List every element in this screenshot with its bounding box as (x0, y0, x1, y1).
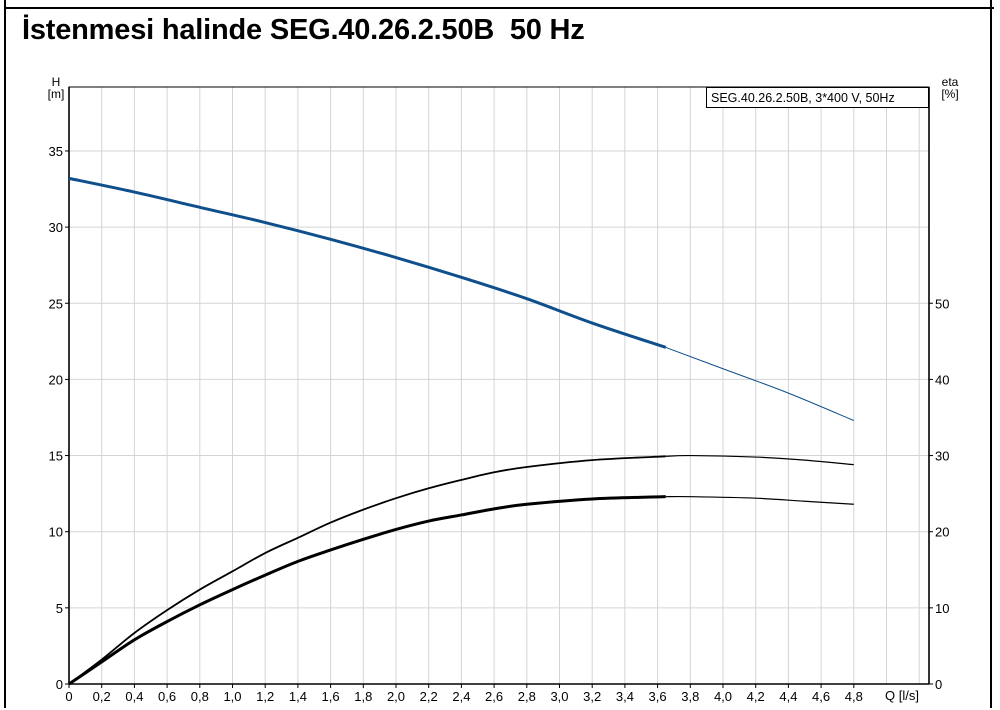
x-tick-label: 3,8 (681, 689, 699, 704)
y-right-axis-name: eta (941, 75, 959, 89)
y-left-tick-label: 10 (49, 525, 63, 540)
y-left-axis-name: H (51, 75, 61, 89)
x-tick-label: 4,4 (779, 689, 797, 704)
x-tick-label: 3,2 (583, 689, 601, 704)
y-left-tick-label: 5 (56, 601, 63, 616)
y-left-tick-label: 30 (49, 220, 63, 235)
y-right-tick-label: 0 (935, 677, 942, 692)
x-tick-label: 0,2 (93, 689, 111, 704)
x-tick-label: 1,2 (256, 689, 274, 704)
page-frame (4, 0, 992, 708)
series-eta-lower-line (68, 495, 666, 686)
x-tick-label: 0,6 (158, 689, 176, 704)
y-left-tick-label: 15 (49, 449, 63, 464)
x-tick-label: 4,6 (812, 689, 830, 704)
header-divider (4, 7, 994, 9)
series-eta-upper-extension (665, 454, 854, 466)
x-tick-label: 4,0 (714, 689, 732, 704)
y-left-tick-label: 0 (56, 677, 63, 692)
y-left-axis-label: H [m] (44, 76, 68, 100)
x-tick-label: 2,8 (518, 689, 536, 704)
plot-area (68, 86, 930, 685)
y-right-tick-label: 20 (935, 525, 949, 540)
x-tick-label: 1,6 (322, 689, 340, 704)
x-tick-label: 1,8 (354, 689, 372, 704)
x-tick-label: 4,8 (845, 689, 863, 704)
chart-title: İstenmesi halinde SEG.40.26.2.50B 50 Hz (22, 14, 585, 46)
y-right-tick-label: 30 (935, 449, 949, 464)
x-tick-label: 2,4 (452, 689, 470, 704)
x-tick-label: 0,4 (125, 689, 143, 704)
x-tick-label: 2,0 (387, 689, 405, 704)
y-right-tick-label: 40 (935, 372, 949, 387)
series-eta-lower-extension (665, 495, 854, 505)
y-left-tick-label: 20 (49, 372, 63, 387)
x-tick-label: 3,6 (649, 689, 667, 704)
y-left-tick-label: 25 (49, 296, 63, 311)
x-axis-label: Q [l/s] (885, 688, 919, 703)
x-tick-label: 0 (65, 689, 72, 704)
y-left-axis-unit: [m] (47, 87, 65, 101)
series-eta-upper-line (68, 455, 666, 685)
series-h-extension (665, 346, 854, 421)
y-left-tick-label: 35 (49, 144, 63, 159)
y-right-tick-label: 10 (935, 601, 949, 616)
x-tick-label: 4,2 (747, 689, 765, 704)
x-tick-label: 2,6 (485, 689, 503, 704)
y-right-axis-label: eta [%] (936, 76, 964, 100)
series-h-line (68, 176, 667, 349)
x-tick-label: 1,4 (289, 689, 307, 704)
x-tick-label: 3,0 (550, 689, 568, 704)
x-tick-label: 0,8 (191, 689, 209, 704)
x-tick-label: 1,0 (223, 689, 241, 704)
y-right-tick-label: 50 (935, 296, 949, 311)
x-tick-label: 3,4 (616, 689, 634, 704)
x-tick-label: 2,2 (420, 689, 438, 704)
legend: SEG.40.26.2.50B, 3*400 V, 50Hz (706, 87, 929, 108)
y-right-axis-unit: [%] (941, 87, 959, 101)
